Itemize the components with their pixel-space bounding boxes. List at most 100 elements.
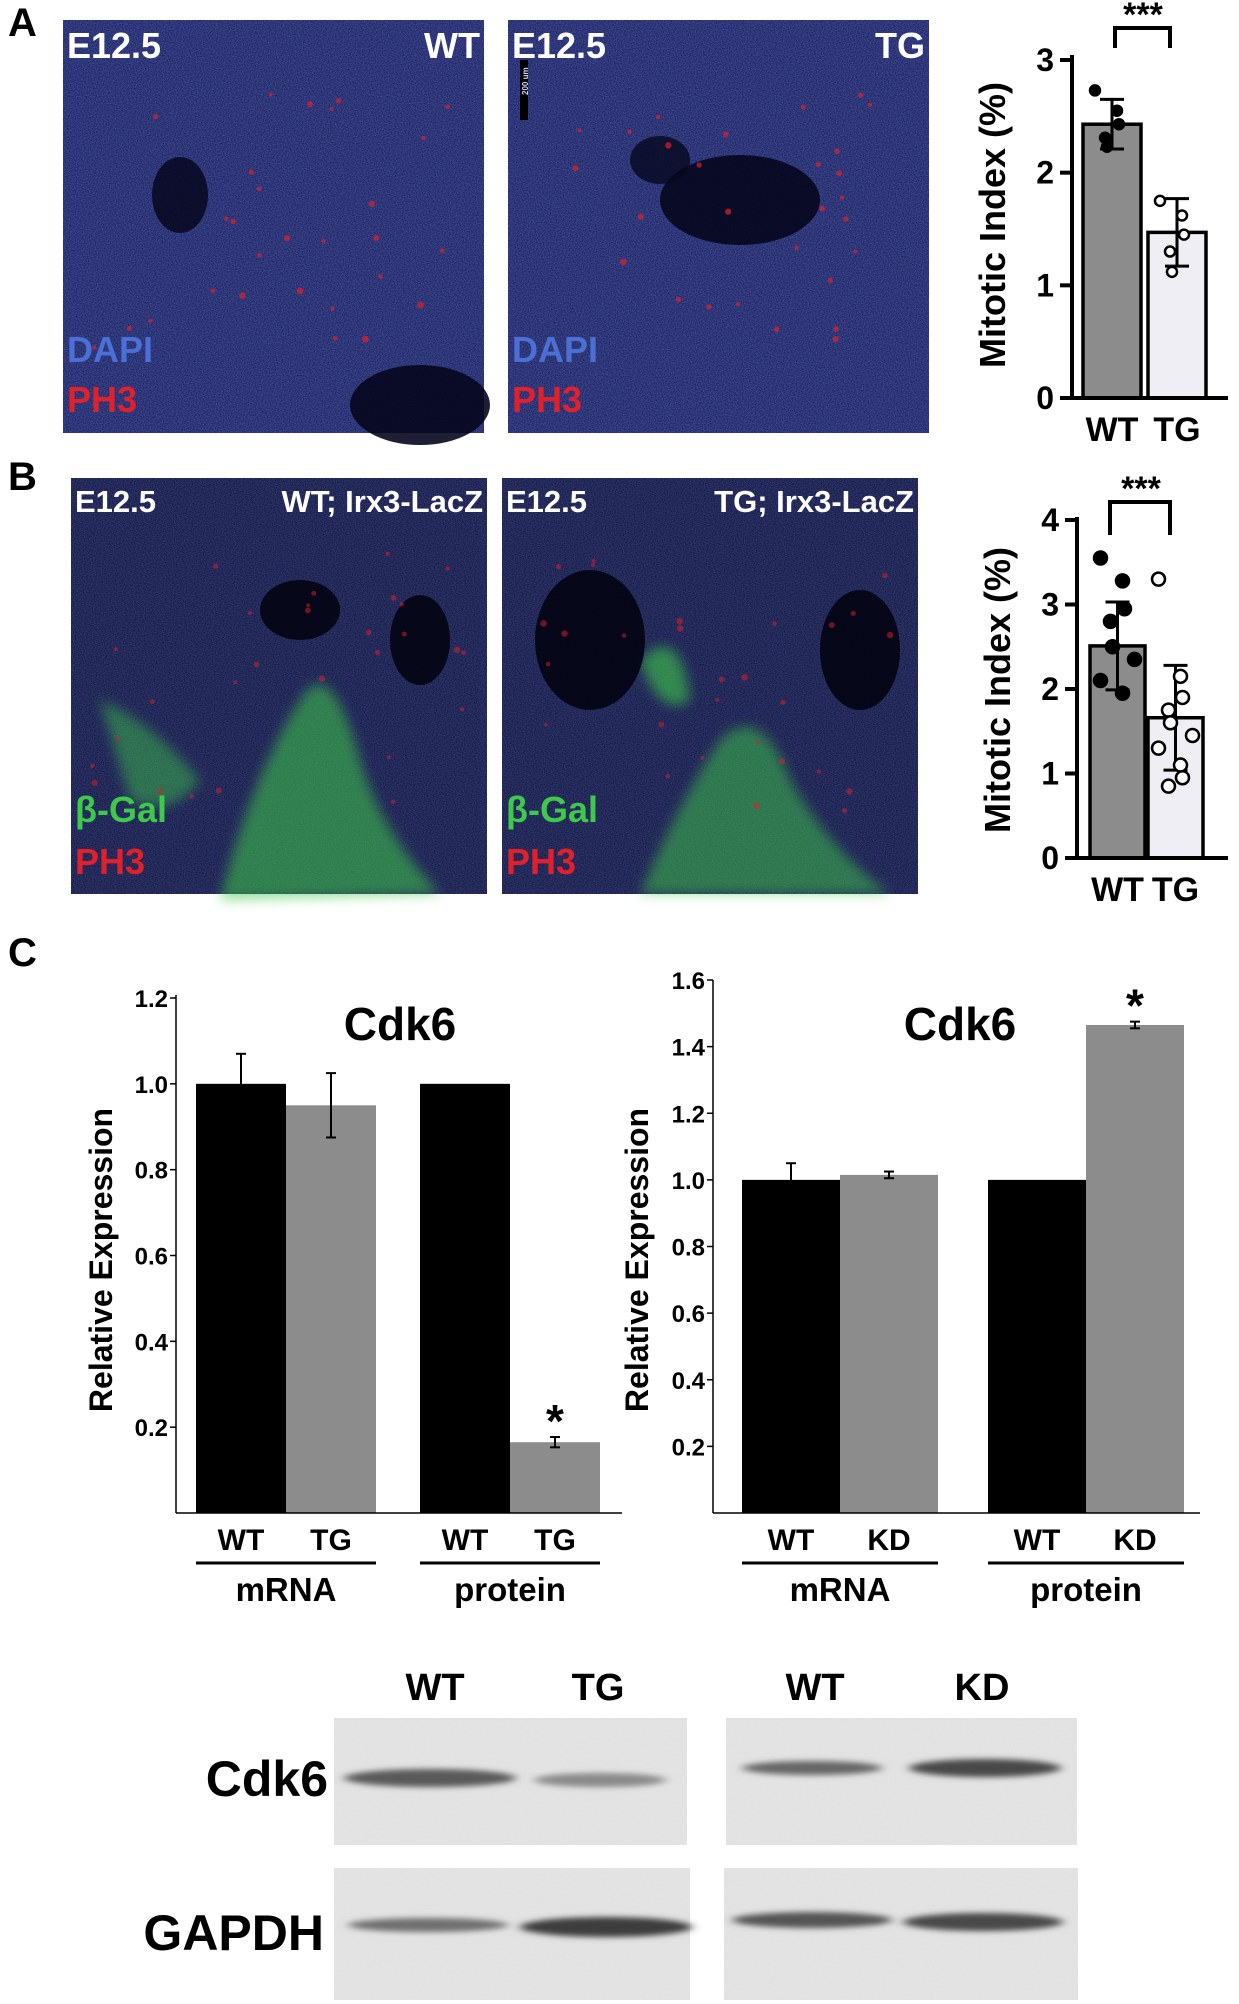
chart-b-point-wt xyxy=(1092,550,1109,566)
panel-label-c: C xyxy=(8,931,37,975)
chart-c-right-ylabel: Relative Expression xyxy=(619,1108,655,1412)
western-blot: WT TG WT KD Cdk6 GAPDH xyxy=(143,1667,1078,2000)
chart-c-left-group-label-protein: protein xyxy=(454,1571,566,1608)
ph3-speckle xyxy=(675,296,682,303)
ph3-speckle xyxy=(461,650,467,656)
chart-c-right-ticks: 0.2 0.4 0.6 0.8 1.0 1.2 1.4 1.6 xyxy=(672,968,713,1461)
ph3-speckle xyxy=(621,633,627,638)
ph3-speckle xyxy=(543,722,548,727)
chart-a-ylabel: Mitotic Index (%) xyxy=(972,82,1013,368)
ph3-speckle xyxy=(445,566,450,571)
ph3-speckle xyxy=(828,622,835,628)
ph3-speckle xyxy=(827,277,833,283)
chart-c-left-ytick-label: 0.6 xyxy=(135,1244,168,1271)
ph3-speckle xyxy=(215,787,222,794)
ph3-speckle xyxy=(591,558,596,564)
ph3-speckle xyxy=(868,102,873,107)
chart-a-ytick-label: 2 xyxy=(1036,155,1054,191)
chart-c-right: Cdk6 Relative Expression 0.2 0.4 0.6 0.8 1.0… xyxy=(619,968,1200,1608)
ph3-speckle xyxy=(453,646,461,653)
ph3-speckle xyxy=(665,774,670,779)
micrograph-b-wt: E12.5 WT; Irx3-LacZ β-Gal PH3 xyxy=(71,478,487,900)
chart-b-ytick-label: 3 xyxy=(1041,587,1059,623)
ph3-speckle xyxy=(399,602,404,607)
chart-c-left-ytick-label: 0.4 xyxy=(135,1329,169,1356)
micrograph-a-wt-stage: E12.5 xyxy=(67,25,161,66)
chart-c-left-significance-star: * xyxy=(546,1395,564,1447)
ph3-speckle xyxy=(373,234,380,241)
chart-b-mitotic-index: Mitotic Index (%) 0 1 2 3 4 WT TG *** xyxy=(977,470,1228,909)
chart-c-right-bar-mRNA-wt xyxy=(742,1179,840,1513)
ph3-speckle xyxy=(91,779,98,787)
ph3-speckle xyxy=(233,680,238,685)
ph3-speckle xyxy=(296,287,304,295)
ph3-speckle xyxy=(841,808,848,814)
ph3-speckle xyxy=(676,617,683,625)
chart-c-right-ytick-label: 0.2 xyxy=(672,1434,705,1461)
chart-b-ytick-label: 1 xyxy=(1041,756,1059,792)
ph3-speckle xyxy=(658,721,665,728)
ph3-speckle xyxy=(800,104,806,110)
chart-b-ylabel: Mitotic Index (%) xyxy=(977,547,1018,833)
ph3-speckle xyxy=(307,101,313,108)
ph3-speckle xyxy=(92,345,97,350)
chart-c-right-bar-mRNA-kd xyxy=(840,1174,938,1513)
chart-b-point-tg xyxy=(1184,727,1201,744)
chart-c-right-ytick-label: 1.2 xyxy=(672,1101,705,1128)
micrograph-a-tg-stain-dapi: DAPI xyxy=(512,329,598,370)
chart-b-point-wt xyxy=(1102,613,1119,630)
ph3-speckle xyxy=(753,802,760,810)
ph3-speckle xyxy=(723,131,729,138)
ph3-speckle xyxy=(189,794,194,799)
chart-c-left-bar-protein-tg xyxy=(510,1442,600,1513)
chart-b-points xyxy=(1092,550,1201,794)
ph3-speckle xyxy=(853,249,858,254)
ph3-speckle xyxy=(772,621,777,626)
blot-lane-left-2: TG xyxy=(572,1667,625,1709)
chart-a-point-tg xyxy=(1153,194,1167,208)
blot-lane-left-1: WT xyxy=(405,1667,464,1709)
ph3-speckle xyxy=(779,758,786,765)
chart-c-right-xtick-kd: KD xyxy=(867,1524,910,1557)
ph3-speckle xyxy=(417,301,424,309)
ph3-speckle xyxy=(306,603,310,608)
chart-b-point-wt xyxy=(1114,685,1131,701)
chart-c-left-ytick-label: 0.2 xyxy=(135,1415,168,1442)
chart-c-left-ytick-label: 0.8 xyxy=(135,1158,168,1185)
ph3-speckle xyxy=(330,306,335,311)
ph3-speckle xyxy=(248,169,254,175)
chart-b-point-wt xyxy=(1114,573,1131,589)
chart-c-left-ylabel: Relative Expression xyxy=(83,1108,119,1412)
ph3-speckle xyxy=(439,248,445,253)
ph3-speckle xyxy=(545,661,551,667)
chart-b-point-tg xyxy=(1160,702,1177,718)
chart-c-left-bars xyxy=(196,1083,600,1513)
micrograph-b-tg-stain-ph3: PH3 xyxy=(506,841,576,882)
ph3-speckle xyxy=(445,104,450,110)
chart-c-left-xtick-tg: TG xyxy=(310,1524,352,1557)
micrograph-b-tg-genotype: TG; Irx3-LacZ xyxy=(714,484,914,519)
chart-b-ytick-label: 0 xyxy=(1041,840,1059,876)
chart-b-point-tg xyxy=(1160,778,1177,794)
chart-c-right-ytick-label: 1.4 xyxy=(672,1035,706,1062)
ph3-speckle xyxy=(833,326,839,332)
chart-b-significance-bracket xyxy=(1108,500,1172,535)
chart-c-left-grouplabels: mRNA protein xyxy=(196,1561,600,1608)
ph3-speckle xyxy=(332,335,338,341)
micrograph-a-tg-scalebar: 200 um xyxy=(521,67,530,95)
micrograph-b-wt-stain-ph3: PH3 xyxy=(75,841,145,882)
chart-b-point-wt xyxy=(1126,651,1143,668)
ph3-speckle xyxy=(148,318,153,323)
micrograph-b-tg-stage: E12.5 xyxy=(506,484,587,519)
ph3-speckle xyxy=(387,755,392,760)
blot-cdk6-right xyxy=(726,1718,1077,1845)
chart-b-point-tg xyxy=(1150,571,1167,587)
chart-c-left-bar-mRNA-tg xyxy=(286,1105,376,1513)
ph3-speckle xyxy=(836,170,842,177)
chart-a-points xyxy=(1088,84,1191,279)
blot-row-label-gapdh: GAPDH xyxy=(143,1905,324,1961)
ph3-speckle xyxy=(882,572,888,579)
ph3-speckle xyxy=(224,216,229,221)
ph3-speckle xyxy=(390,595,397,601)
